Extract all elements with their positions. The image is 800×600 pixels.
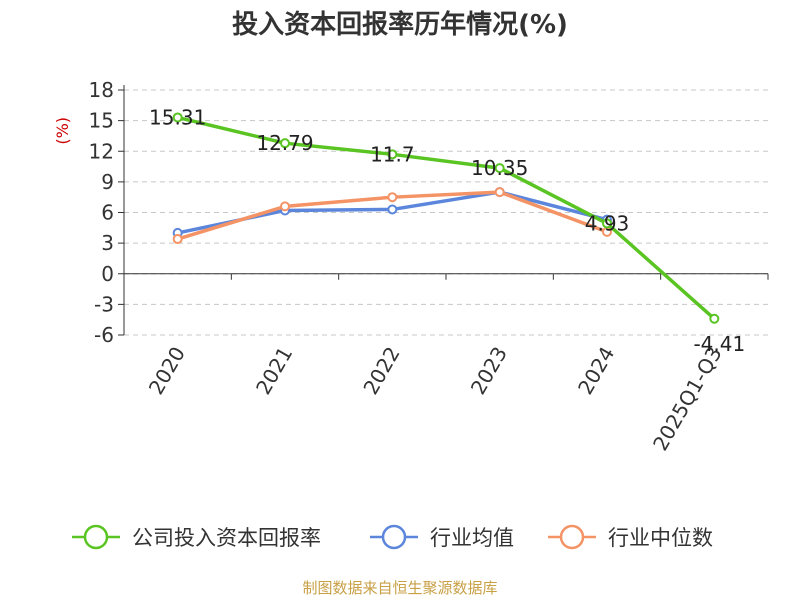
data-label: -4.41 xyxy=(693,332,745,356)
data-label: 12.79 xyxy=(256,131,313,155)
data-label: 4.93 xyxy=(585,211,630,235)
data-label: 10.35 xyxy=(471,156,528,180)
data-point xyxy=(709,313,720,324)
legend-marker xyxy=(559,524,585,550)
data-label-layer: 15.31 12.79 11.7 10.35 4.93 -4.41 xyxy=(149,105,745,355)
legend: 公司投入资本回报率 行业均值 行业中位数 xyxy=(72,524,713,550)
x-category-label: 2022 xyxy=(358,343,404,399)
data-point xyxy=(494,163,505,174)
y-tick-label: -3 xyxy=(94,292,114,316)
data-point xyxy=(387,192,398,203)
y-tick-label: 15 xyxy=(89,109,114,133)
x-category-label: 2020 xyxy=(144,343,190,399)
series-line-1 xyxy=(177,115,716,321)
data-point xyxy=(172,234,183,245)
x-category-label: 2024 xyxy=(573,343,619,399)
chart-title: 投入资本回报率历年情况(%) xyxy=(232,10,568,40)
legend-marker xyxy=(381,524,407,550)
data-label: 15.31 xyxy=(149,105,206,129)
data-point xyxy=(387,149,398,160)
legend-marker xyxy=(83,524,109,550)
y-axis-unit: (%) xyxy=(53,117,72,145)
x-category-label: 2025Q1-Q3 xyxy=(648,343,727,455)
y-tick-label: 9 xyxy=(101,170,114,194)
data-label: 11.7 xyxy=(370,142,415,166)
data-point xyxy=(387,204,398,215)
y-tick-label: 6 xyxy=(101,201,114,225)
y-tick-label: 0 xyxy=(101,262,114,286)
data-point xyxy=(602,218,612,229)
data-point xyxy=(280,138,290,149)
x-category-label: 2023 xyxy=(466,342,512,398)
y-tick-label: -6 xyxy=(94,323,114,347)
legend-label: 公司投入资本回报率 xyxy=(132,526,321,550)
y-tick-label: 18 xyxy=(89,78,114,102)
series-layer xyxy=(172,112,720,324)
axis-layer: -6 -3 0 3 6 9 12 15 18 (%) 2020 2021 2022 2023 2024 202… xyxy=(53,78,769,455)
x-category-label: 2021 xyxy=(251,343,297,399)
legend-label: 行业均值 xyxy=(430,526,514,550)
data-point xyxy=(280,201,290,212)
y-tick-label: 12 xyxy=(89,139,114,163)
data-point xyxy=(494,187,505,198)
data-point xyxy=(172,112,183,123)
y-tick-label: 3 xyxy=(101,231,114,255)
legend-label: 行业中位数 xyxy=(608,526,713,550)
source-note: 制图数据来自恒生聚源数据库 xyxy=(302,579,498,597)
